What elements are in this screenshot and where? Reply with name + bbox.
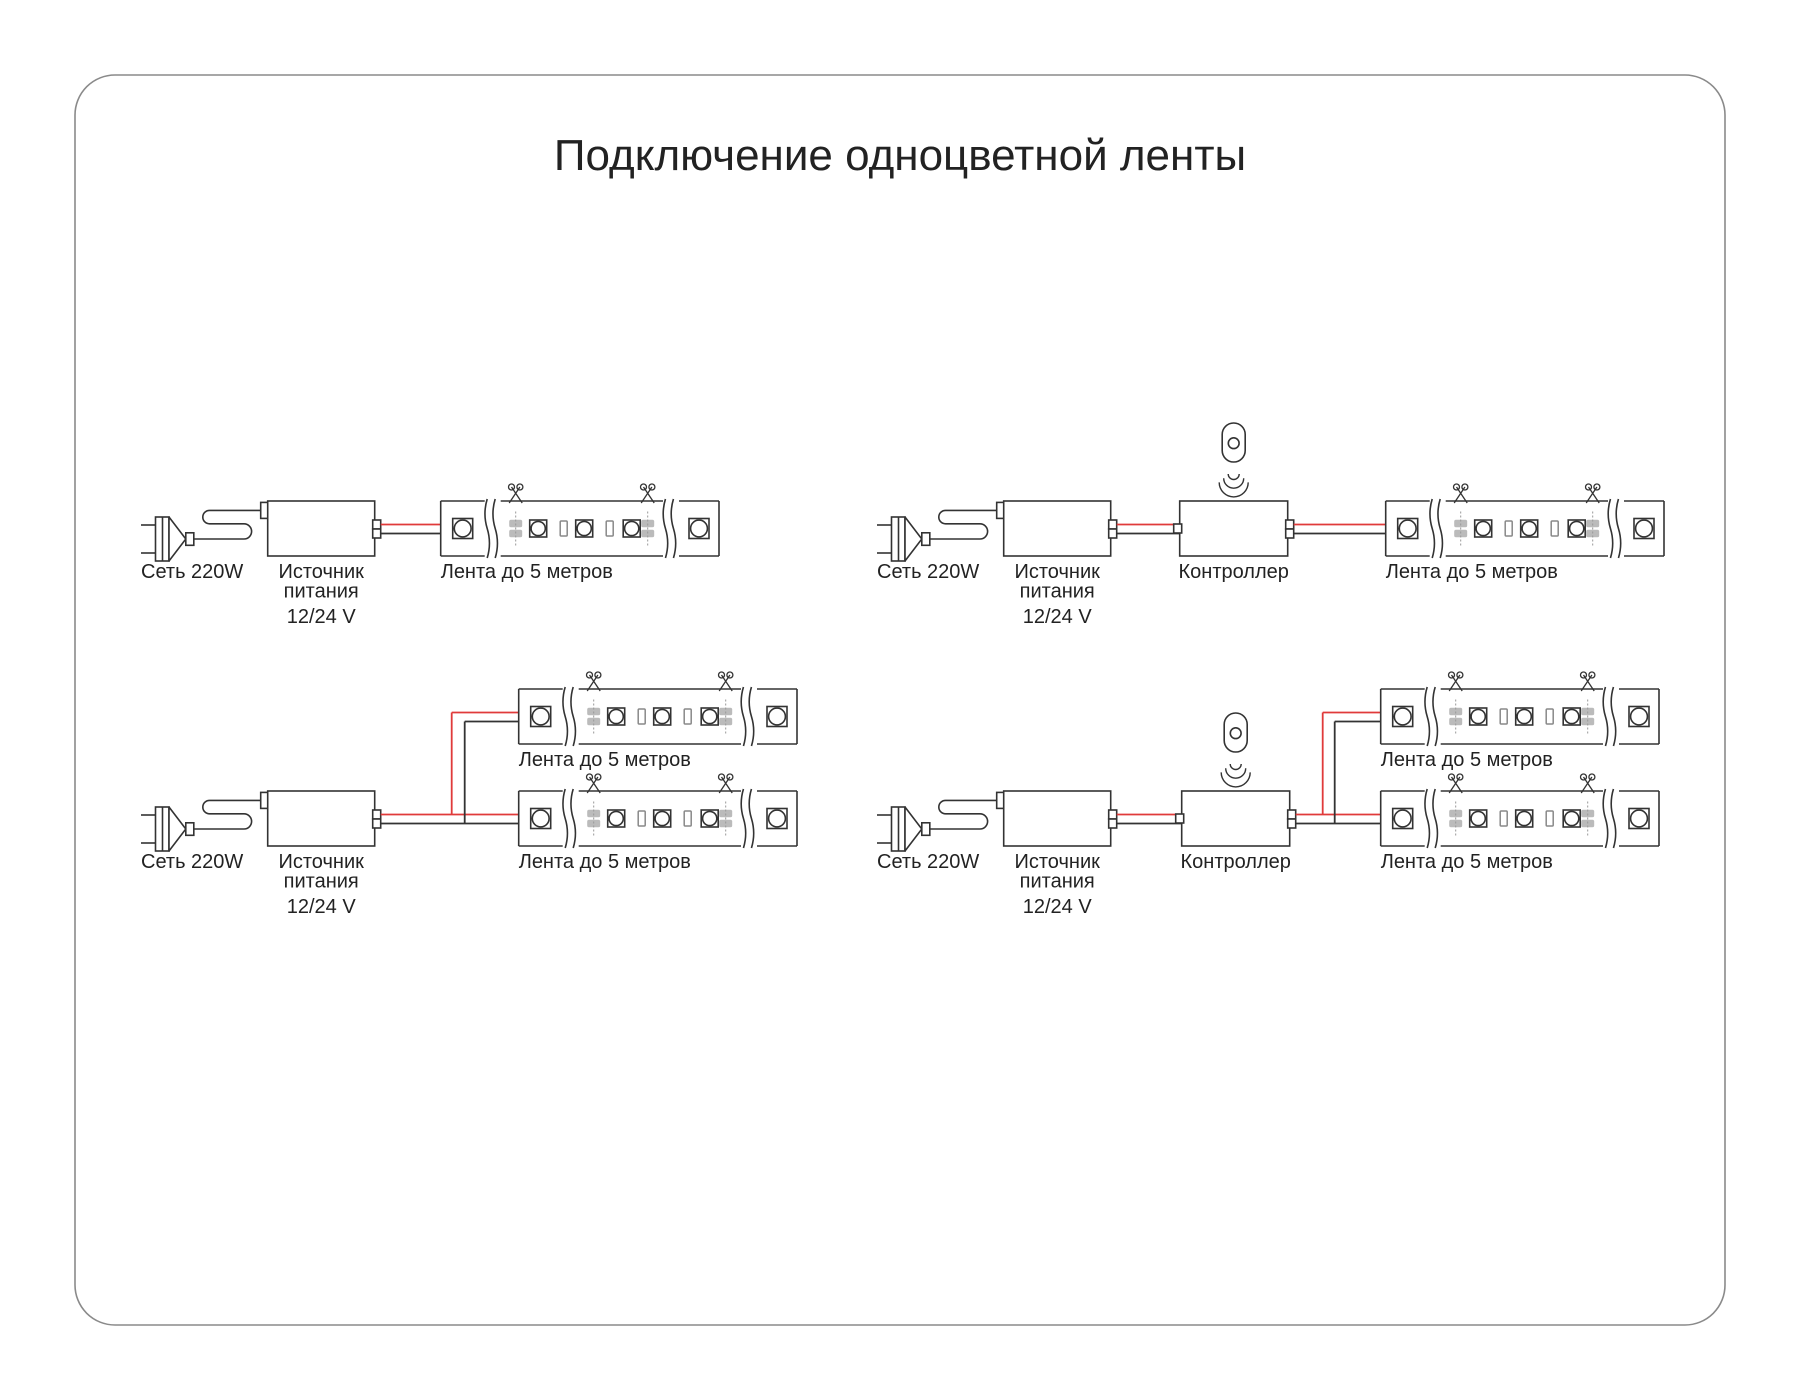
svg-text:питания: питания [284, 871, 359, 893]
svg-text:Контроллер: Контроллер [1181, 851, 1291, 873]
svg-text:12/24 V: 12/24 V [287, 606, 357, 628]
svg-text:Лента до 5 метров: Лента до 5 метров [1381, 851, 1553, 873]
svg-text:Лента до 5 метров: Лента до 5 метров [519, 749, 691, 771]
svg-text:Лента до 5 метров: Лента до 5 метров [1381, 749, 1553, 771]
svg-text:питания: питания [284, 581, 359, 603]
svg-text:12/24 V: 12/24 V [1023, 606, 1093, 628]
svg-text:Сеть 220W: Сеть 220W [877, 851, 979, 873]
svg-text:Сеть 220W: Сеть 220W [141, 851, 243, 873]
svg-text:12/24 V: 12/24 V [287, 896, 357, 918]
svg-text:Подключение одноцветной ленты: Подключение одноцветной ленты [554, 131, 1246, 180]
svg-text:питания: питания [1020, 581, 1095, 603]
svg-text:12/24 V: 12/24 V [1023, 896, 1093, 918]
svg-text:питания: питания [1020, 871, 1095, 893]
svg-text:Сеть 220W: Сеть 220W [877, 561, 979, 583]
svg-text:Сеть 220W: Сеть 220W [141, 561, 243, 583]
svg-text:Лента до 5 метров: Лента до 5 метров [519, 851, 691, 873]
svg-text:Контроллер: Контроллер [1179, 561, 1289, 583]
svg-text:Лента до 5 метров: Лента до 5 метров [1386, 561, 1558, 583]
svg-text:Лента до 5 метров: Лента до 5 метров [441, 561, 613, 583]
